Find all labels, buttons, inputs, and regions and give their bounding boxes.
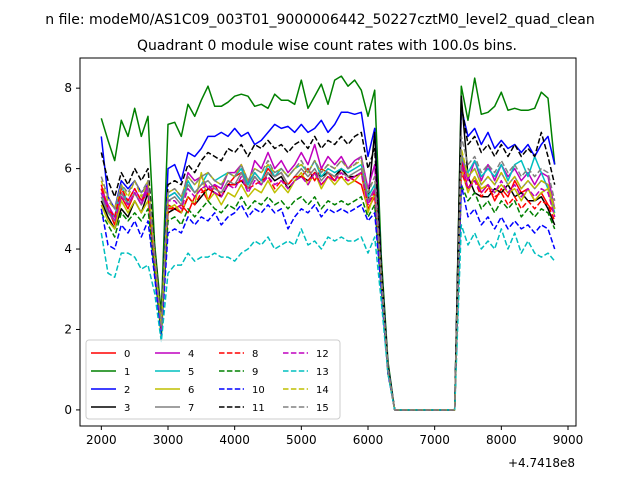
legend-label-1: 1 xyxy=(124,367,130,378)
chart-title: Quadrant 0 module wise count rates with … xyxy=(137,38,517,54)
x-tick-label: 3000 xyxy=(153,433,184,447)
legend-box xyxy=(85,339,341,420)
legend-label-6: 6 xyxy=(188,385,194,396)
series-line-15 xyxy=(100,135,556,411)
series-line-8 xyxy=(100,171,556,411)
legend-label-15: 15 xyxy=(316,403,329,414)
x-tick-label: 5000 xyxy=(286,433,317,447)
legend-label-9: 9 xyxy=(252,367,258,378)
y-tick-label: 4 xyxy=(64,242,72,256)
legend-label-13: 13 xyxy=(316,367,329,378)
x-tick-label: 4000 xyxy=(219,433,250,447)
x-offset-label: +4.7418e8 xyxy=(508,456,575,470)
series-line-2 xyxy=(100,107,556,411)
legend-label-0: 0 xyxy=(124,349,130,360)
plot-frame xyxy=(79,57,577,427)
header-text: n file: modeM0/AS1C09_003T01_9000006442_… xyxy=(45,12,594,28)
y-tick-label: 8 xyxy=(64,81,72,95)
legend-label-3: 3 xyxy=(124,403,130,414)
legend-label-7: 7 xyxy=(188,403,194,414)
x-tick-label: 8000 xyxy=(486,433,517,447)
series-line-10 xyxy=(100,183,556,411)
legend-label-10: 10 xyxy=(252,385,265,396)
legend-label-8: 8 xyxy=(252,349,258,360)
axis-ticks: 2000 3000 4000 5000 6000 7000 8000 9000 0 2 4 6 8 xyxy=(64,81,583,447)
x-tick-label: 9000 xyxy=(553,433,584,447)
series-line-1 xyxy=(100,75,556,411)
series-line-13 xyxy=(100,224,556,411)
y-tick-label: 6 xyxy=(64,162,72,176)
legend-label-5: 5 xyxy=(188,367,194,378)
x-tick-label: 2000 xyxy=(86,433,117,447)
series-line-11 xyxy=(100,103,556,411)
x-tick-label: 7000 xyxy=(419,433,450,447)
legend-label-11: 11 xyxy=(252,403,265,414)
legend-label-14: 14 xyxy=(316,385,329,396)
series-line-12 xyxy=(100,163,556,411)
series-line-5 xyxy=(100,155,556,411)
legend-label-4: 4 xyxy=(188,349,194,360)
legend-label-12: 12 xyxy=(316,349,329,360)
y-tick-label: 2 xyxy=(64,322,72,336)
series-group xyxy=(100,75,556,411)
y-tick-label: 0 xyxy=(64,403,72,417)
series-line-9 xyxy=(100,183,556,411)
legend-label-2: 2 xyxy=(124,385,130,396)
x-tick-label: 6000 xyxy=(353,433,384,447)
